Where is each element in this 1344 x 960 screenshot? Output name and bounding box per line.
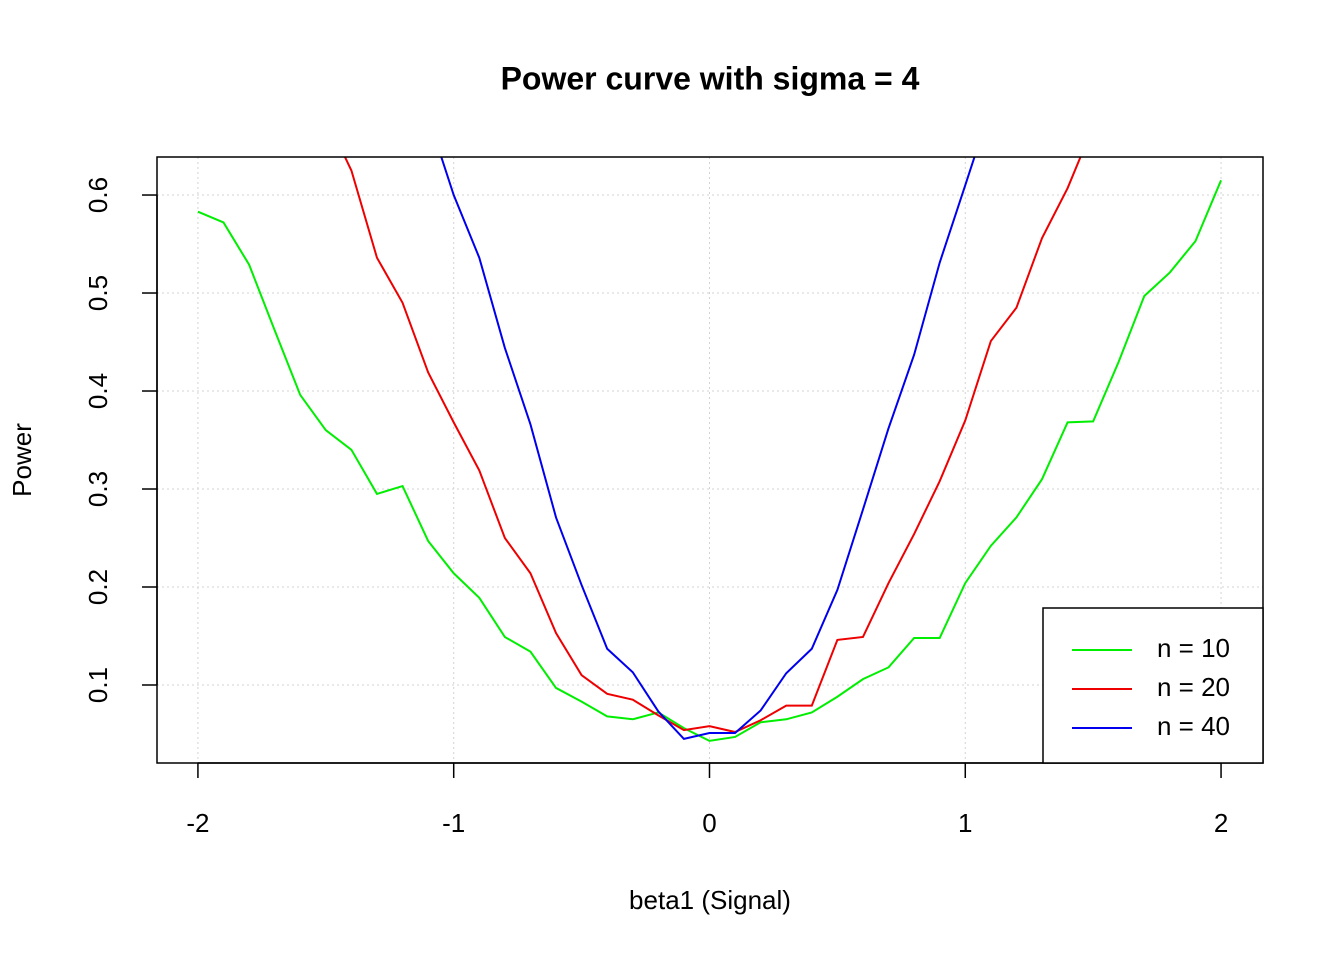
- plot-frame: [156, 156, 1264, 764]
- y-tick-label: 0.2: [83, 569, 113, 605]
- chart-title: Power curve with sigma = 4: [501, 60, 920, 96]
- series-line: [343, 157, 1082, 734]
- series-line: [440, 157, 976, 740]
- plot-lines: [197, 157, 1222, 742]
- series-line: [197, 179, 1222, 742]
- y-tick-label: 0.1: [83, 667, 113, 703]
- y-axis-label: Power: [7, 423, 37, 497]
- legend-label: n = 40: [1157, 711, 1230, 741]
- x-tick-label: -2: [186, 808, 209, 838]
- y-tick-label: 0.6: [83, 177, 113, 213]
- legend-label: n = 10: [1157, 633, 1230, 663]
- legend-box: [1042, 607, 1264, 764]
- x-axis-label: beta1 (Signal): [629, 885, 791, 915]
- legend: n = 10 n = 20 n = 40: [1042, 607, 1264, 764]
- y-tick-label: 0.3: [83, 471, 113, 507]
- x-tick-label: 0: [702, 808, 716, 838]
- x-tick-label: 2: [1214, 808, 1228, 838]
- y-tick-label: 0.5: [83, 275, 113, 311]
- x-tick-label: 1: [958, 808, 972, 838]
- y-tick-label: 0.4: [83, 373, 113, 409]
- x-tick-label: -1: [442, 808, 465, 838]
- legend-label: n = 20: [1157, 672, 1230, 702]
